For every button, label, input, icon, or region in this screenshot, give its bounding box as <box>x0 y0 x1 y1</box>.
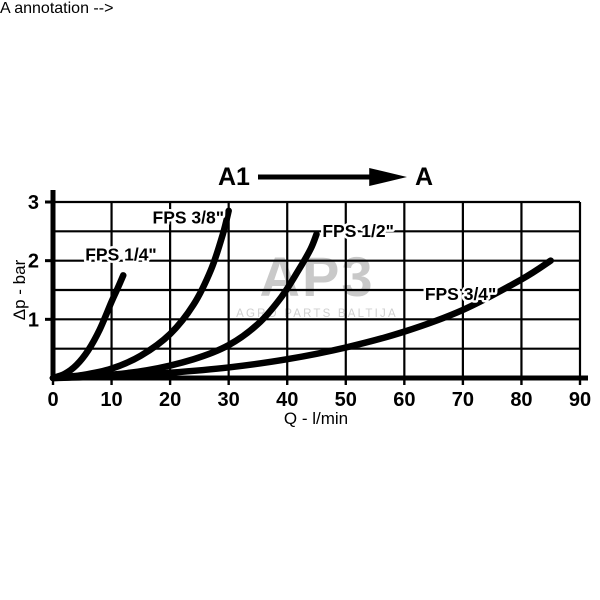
y-axis-tick-labels: 1 2 3 <box>28 192 39 331</box>
curve-fps-3-4 <box>49 257 554 382</box>
series-label: FPS 1/4" <box>85 245 157 265</box>
x-tick-label: 10 <box>100 389 122 411</box>
x-tick-label: 90 <box>569 389 591 411</box>
curve-fps-1-4 <box>49 272 127 382</box>
x-tick-label: 0 <box>47 389 58 411</box>
x-tick-label: 40 <box>276 389 298 411</box>
flow-label-a: A <box>414 162 433 191</box>
flow-label-a1: A1 <box>218 162 250 191</box>
flow-arrow-icon <box>257 166 407 188</box>
series-label-halo: FPS 3/4" <box>425 284 497 304</box>
x-tick-label: 80 <box>510 389 532 411</box>
series-label: FPS 3/8" <box>153 208 225 228</box>
series-label: FPS 1/2" <box>322 221 394 241</box>
series-label: FPS 3/4" <box>425 284 497 304</box>
series-label-halo: FPS 1/2" <box>322 221 394 241</box>
series-label-halo: FPS 3/8" <box>153 208 225 228</box>
x-axis-title: Q - l/min <box>284 409 348 428</box>
y-tick-label: 1 <box>28 309 39 331</box>
y-tick-label: 2 <box>28 251 39 273</box>
x-axis-tick-labels: 0 10 20 30 40 50 60 70 80 90 <box>47 389 591 411</box>
curve-fps-3-8 <box>49 207 232 382</box>
y-axis-title: Δp - bar <box>10 259 29 320</box>
plot-frame <box>50 190 588 381</box>
x-tick-label: 30 <box>218 389 240 411</box>
x-tick-label: 70 <box>452 389 474 411</box>
x-tick-label: 50 <box>335 389 357 411</box>
series-labels: FPS 1/4"FPS 1/4"FPS 3/8"FPS 3/8"FPS 1/2"… <box>83 205 499 306</box>
flow-direction-annotation: A1 A <box>218 160 433 194</box>
x-tick-label: 60 <box>393 389 415 411</box>
series-label-halo: FPS 1/4" <box>85 245 157 265</box>
curve-group <box>49 207 554 382</box>
x-tick-label: 20 <box>159 389 181 411</box>
y-tick-label: 3 <box>28 192 39 214</box>
